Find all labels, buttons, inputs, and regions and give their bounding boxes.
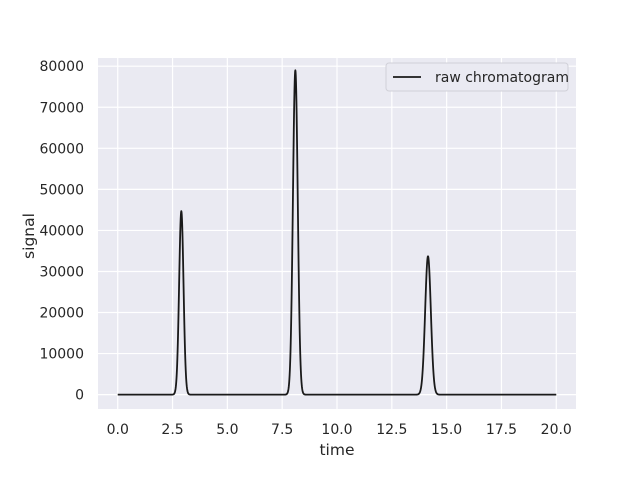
y-tick-label: 20000 [39,306,84,322]
x-tick-label: 0.0 [107,422,129,438]
x-tick-labels: 0.0 2.5 5.0 7.5 10.0 12.5 15.0 17.5 20.0 [107,422,572,438]
x-tick-label: 10.0 [321,422,352,438]
legend-box [385,62,569,92]
x-tick-label: 20.0 [541,422,572,438]
y-tick-label: 80000 [39,59,84,75]
y-tick-label: 50000 [39,182,84,198]
y-axis-label: signal [20,213,38,259]
series-layer [117,69,557,396]
y-tick-label: 10000 [39,347,84,363]
x-tick-label: 5.0 [216,422,238,438]
x-tick-label: 17.5 [486,422,517,438]
y-tick-label: 40000 [39,223,84,239]
series-line-raw-chromatogram [117,69,557,396]
legend-label-raw-chromatogram: raw chromatogram [435,70,569,86]
y-tick-label: 30000 [39,264,84,280]
y-tick-labels: 0 10000 20000 30000 40000 50000 60000 70000 8000… [39,59,84,403]
x-tick-label: 2.5 [161,422,183,438]
legend: raw chromatogram [385,62,569,92]
x-tick-label: 12.5 [376,422,407,438]
x-tick-label: 7.5 [271,422,293,438]
y-tick-label: 70000 [39,100,84,116]
x-tick-label: 15.0 [431,422,462,438]
y-tick-label: 0 [75,388,84,404]
y-tick-label: 60000 [39,141,84,157]
x-axis-label: time [319,441,354,459]
